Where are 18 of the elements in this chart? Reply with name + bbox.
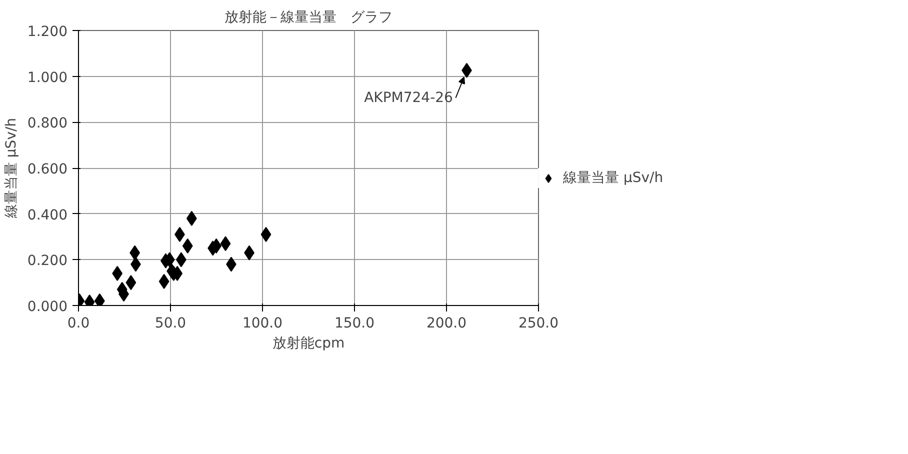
annotation: AKPM724-26 bbox=[364, 90, 454, 106]
y-tick-label: 0.600 bbox=[27, 162, 68, 178]
y-tick-label: 0.200 bbox=[27, 253, 68, 270]
chart-title: 放射能－線量当量 グラフ bbox=[224, 10, 392, 26]
y-tick-label: 0.800 bbox=[27, 116, 68, 132]
x-tick-label: 250.0 bbox=[518, 316, 559, 332]
x-axis-title: 放射能cpm bbox=[272, 336, 345, 352]
y-axis-title: 線量当量 μSv/h bbox=[3, 118, 20, 220]
y-tick-label: 1.200 bbox=[27, 24, 68, 40]
x-tick-label: 50.0 bbox=[154, 316, 186, 332]
legend-label: 線量当量 μSv/h bbox=[563, 169, 664, 187]
x-tick-label: 0.0 bbox=[67, 316, 90, 332]
x-tick-label: 100.0 bbox=[242, 316, 283, 332]
y-tick-label: 0.000 bbox=[27, 299, 68, 315]
x-tick-label: 200.0 bbox=[426, 316, 467, 332]
y-tick-label: 1.000 bbox=[27, 70, 68, 86]
x-tick-label: 150.0 bbox=[334, 316, 375, 332]
y-tick-label: 0.400 bbox=[27, 207, 68, 224]
